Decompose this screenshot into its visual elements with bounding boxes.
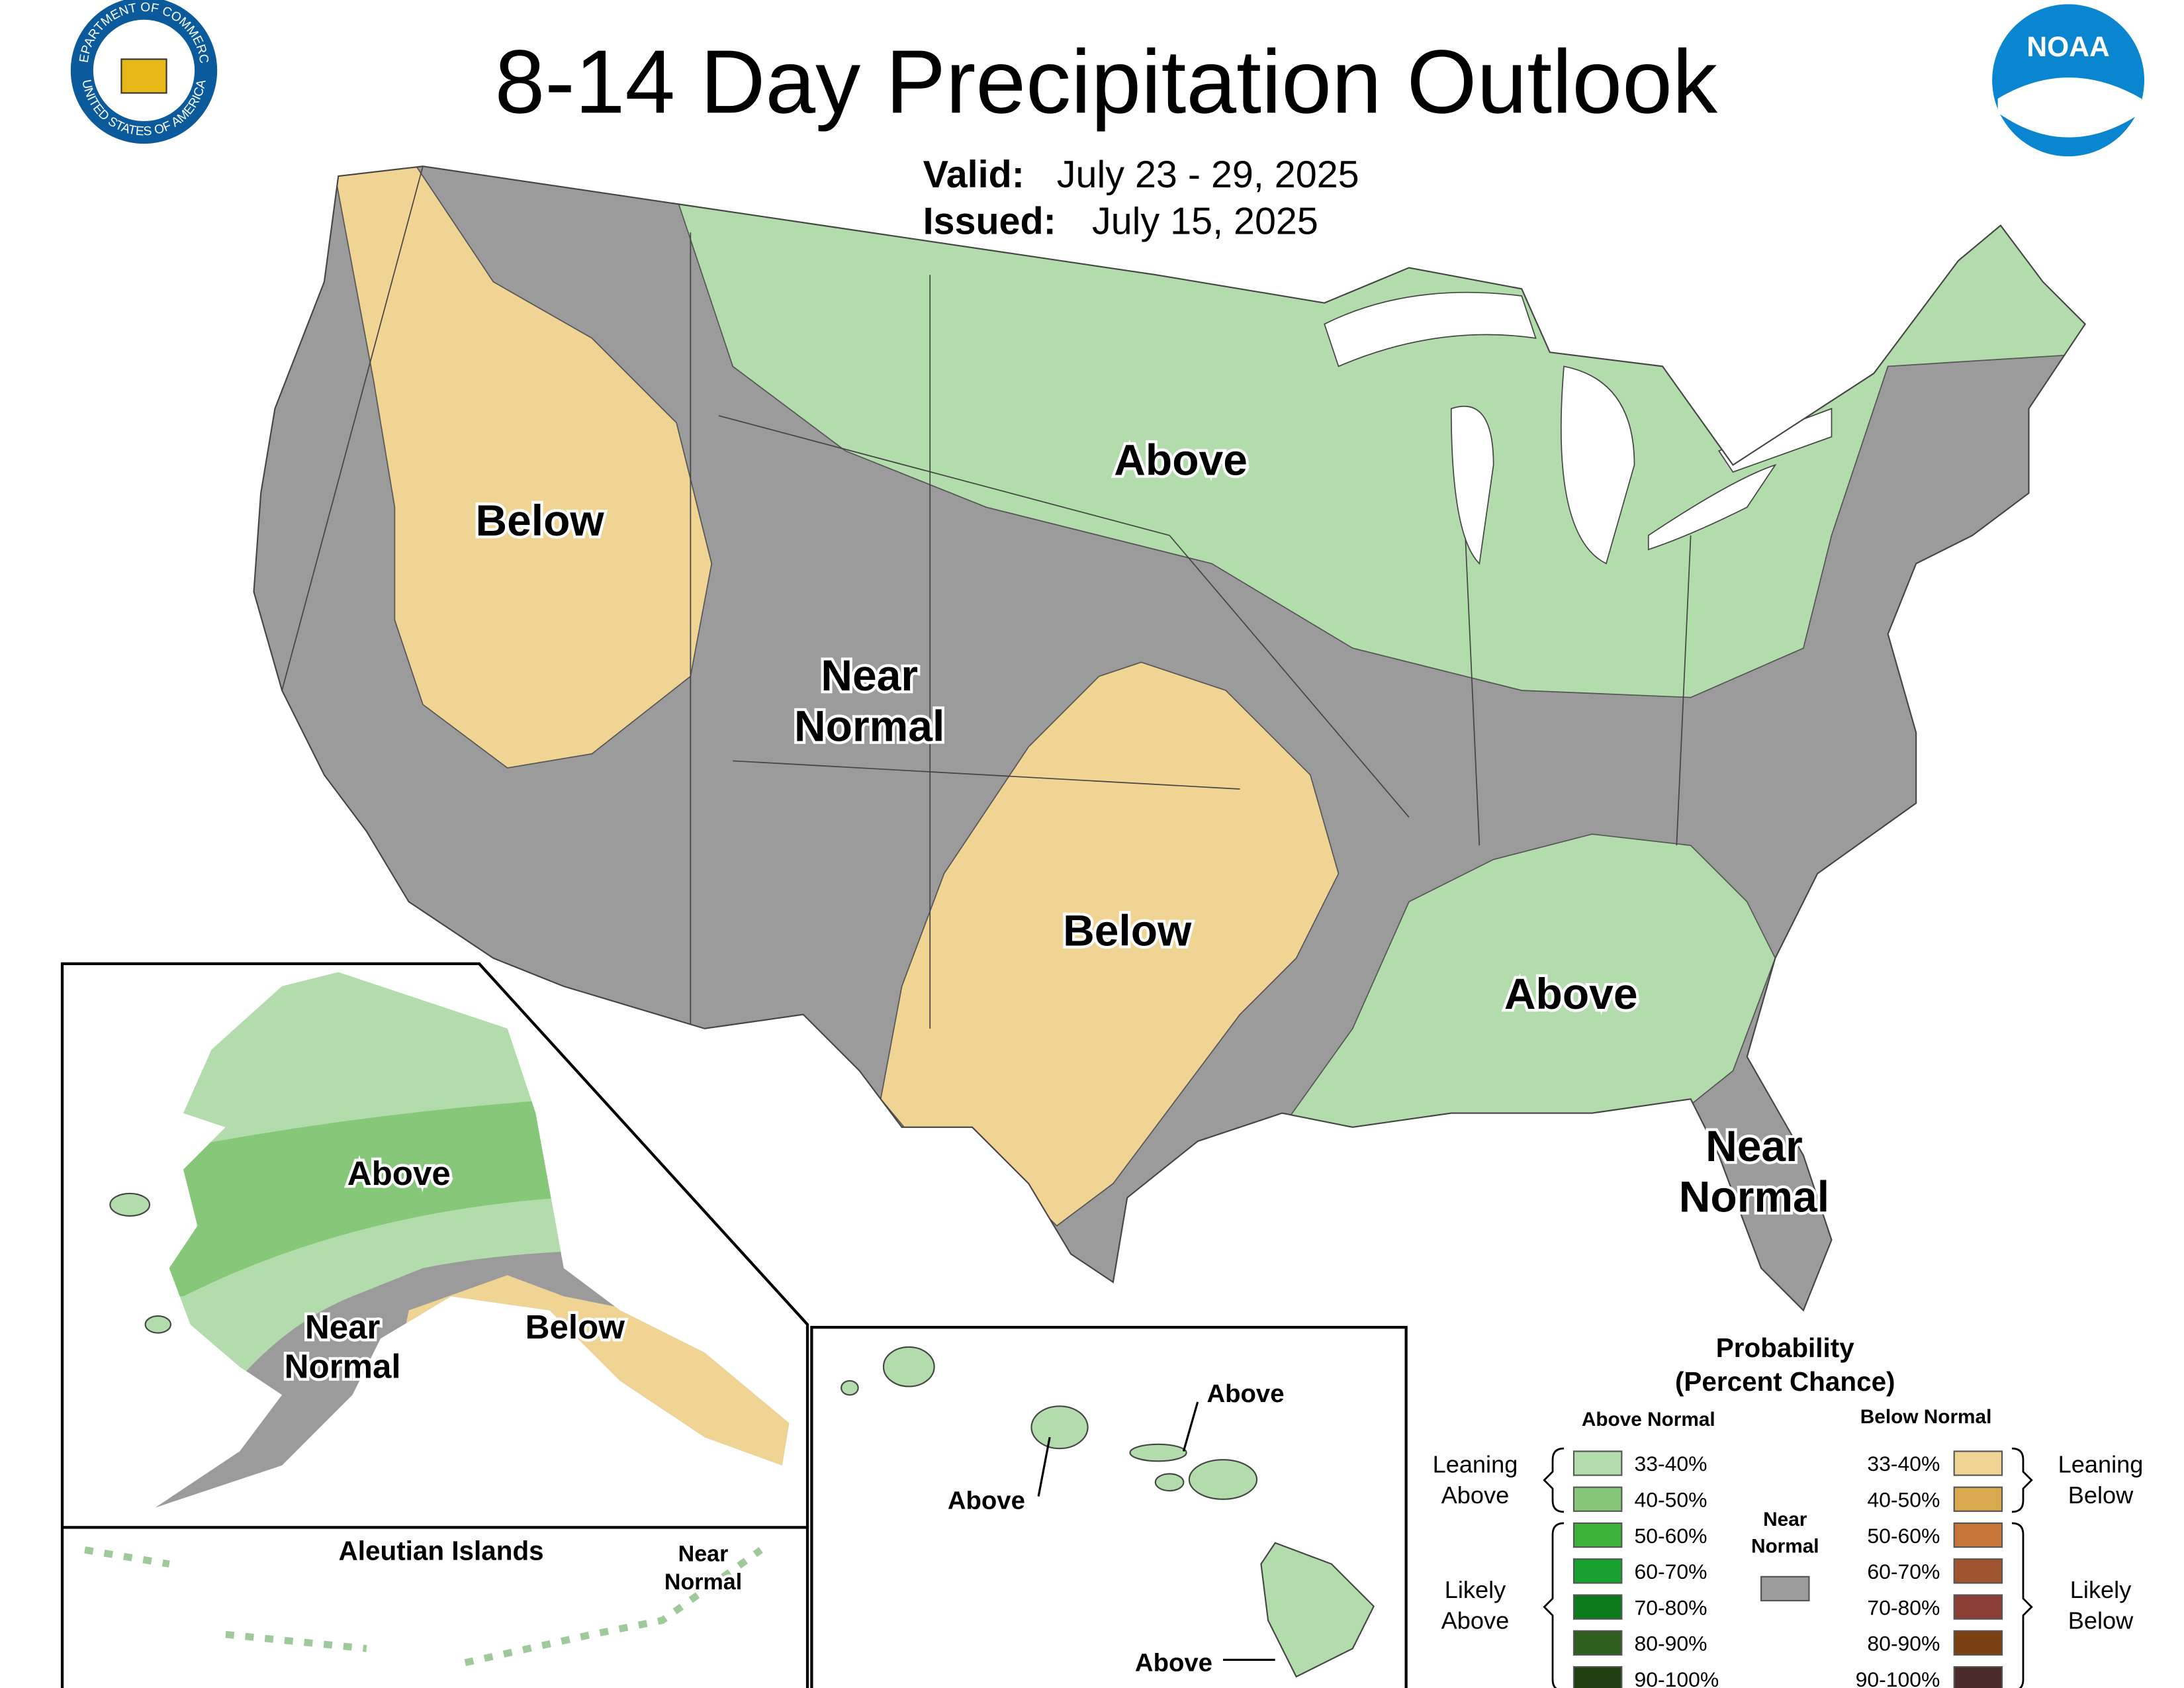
- legend-label: 60-70%: [1634, 1560, 1707, 1583]
- legend-label: 50-60%: [1634, 1524, 1707, 1548]
- legend-group-label: Leaning: [1433, 1450, 1518, 1477]
- legend-group-label: Below: [2068, 1607, 2134, 1634]
- legend-swatch: [1953, 1594, 2003, 1620]
- region-label: Below: [525, 1308, 625, 1346]
- hawaii-label: Above: [1135, 1648, 1212, 1677]
- legend-label: 80-90%: [1867, 1632, 1940, 1656]
- issued-date: July 15, 2025: [1092, 200, 1318, 242]
- legend-group-label: Above: [1441, 1481, 1510, 1509]
- below-area: [330, 166, 713, 769]
- leader-lines: [1037, 1401, 1275, 1662]
- legend-swatch: [1760, 1575, 1810, 1602]
- legend-swatch: [1953, 1522, 2003, 1548]
- legend-heading: Below Normal: [1860, 1406, 1992, 1428]
- legend-swatch: [1572, 1630, 1623, 1656]
- legend-swatch: [1953, 1558, 2003, 1584]
- legend-swatch: [1953, 1666, 2003, 1688]
- legend-label: 80-90%: [1634, 1632, 1707, 1656]
- legend-swatch: [1572, 1666, 1623, 1688]
- state-borders: [281, 166, 1692, 1029]
- legend-group-label: Likely: [1445, 1576, 1506, 1603]
- legend-swatch: [1953, 1630, 2003, 1656]
- island: [1129, 1443, 1187, 1462]
- legend-swatch: [1572, 1486, 1623, 1512]
- region-label: Near: [678, 1541, 729, 1566]
- noaa-text: NOAA: [2026, 31, 2109, 63]
- region-labels: BelowNearNormalAboveBelowAboveNearNormal…: [281, 432, 1832, 1677]
- island: [1188, 1459, 1258, 1500]
- island: [1260, 1542, 1375, 1678]
- legend-label: 33-40%: [1634, 1452, 1707, 1476]
- legend-swatch: [1572, 1558, 1623, 1584]
- legend-label: 40-50%: [1867, 1487, 1940, 1511]
- legend-group-label: Below: [2068, 1481, 2134, 1509]
- above-area: [155, 1099, 564, 1297]
- region-label: Near: [1706, 1121, 1803, 1170]
- legend-group-label: Above: [1441, 1607, 1510, 1634]
- island: [144, 1315, 171, 1334]
- legend-heading: Near: [1763, 1509, 1807, 1530]
- great-lakes: [1324, 291, 1833, 565]
- region-label: Near: [821, 651, 918, 700]
- legend-brace: [1543, 1447, 1565, 1513]
- region-label: Normal: [794, 702, 944, 751]
- legend-swatch: [1572, 1522, 1623, 1548]
- island: [1154, 1473, 1185, 1492]
- region-label: Normal: [285, 1348, 401, 1385]
- below-area: [880, 661, 1340, 1227]
- noaa-logo: NOAA: [1992, 4, 2145, 157]
- legend-swatch: [1953, 1450, 2003, 1476]
- legend-label: 70-80%: [1867, 1595, 1940, 1619]
- legend-label: 50-60%: [1867, 1524, 1940, 1548]
- region-label: Above: [347, 1154, 451, 1192]
- hawaii-label: Above: [1206, 1380, 1284, 1408]
- legend-label: 33-40%: [1867, 1452, 1940, 1476]
- legend-swatch: [1572, 1450, 1623, 1476]
- region-label: Below: [475, 496, 604, 545]
- legend-label: 90-100%: [1856, 1667, 1940, 1688]
- legend-swatch: [1572, 1594, 1623, 1620]
- aleutian-title: Aleutian Islands: [339, 1535, 544, 1566]
- valid-label: Valid:: [923, 154, 1024, 196]
- island: [882, 1346, 935, 1387]
- island: [109, 1192, 151, 1217]
- legend-brace: [2011, 1522, 2033, 1688]
- legend-brace: [2011, 1447, 2033, 1513]
- valid-dates: July 23 - 29, 2025: [1057, 154, 1359, 196]
- legend-heading: Normal: [1751, 1536, 1819, 1558]
- title: 8-14 Day Precipitation Outlook: [495, 31, 1718, 132]
- legend: Probability(Percent Chance) Above Normal B…: [1433, 1333, 2144, 1688]
- legend-brace: [1543, 1522, 1565, 1688]
- legend-group-label: Leaning: [2058, 1450, 2144, 1477]
- commerce-logo: DEPARTMENT OF COMMERCE UNITED STATES OF …: [0, 0, 218, 144]
- aleutian-islands: [84, 1546, 763, 1666]
- hawaii-label: Above: [948, 1487, 1025, 1515]
- region-label: Below: [1063, 906, 1192, 955]
- legend-title: Probability: [1716, 1333, 1854, 1363]
- island: [1030, 1405, 1089, 1450]
- region-label: Normal: [664, 1570, 742, 1595]
- region-label: Above: [1114, 435, 1248, 484]
- island: [841, 1380, 859, 1396]
- conus-outline: [253, 165, 2086, 1312]
- legend-title: (Percent Chance): [1675, 1366, 1895, 1397]
- region-label: Above: [1504, 969, 1638, 1018]
- legend-label: 60-70%: [1867, 1560, 1940, 1583]
- hawaii: [841, 1346, 1375, 1678]
- legend-label: 70-80%: [1634, 1595, 1707, 1619]
- region-label: Normal: [1679, 1172, 1829, 1221]
- legend-heading: Above Normal: [1582, 1409, 1715, 1430]
- issued-label: Issued:: [923, 200, 1056, 242]
- legend-swatch: [1953, 1486, 2003, 1512]
- region-label: Near: [305, 1308, 381, 1346]
- legend-label: 90-100%: [1634, 1667, 1719, 1688]
- legend-group-label: Likely: [2070, 1576, 2132, 1603]
- legend-label: 40-50%: [1634, 1487, 1707, 1511]
